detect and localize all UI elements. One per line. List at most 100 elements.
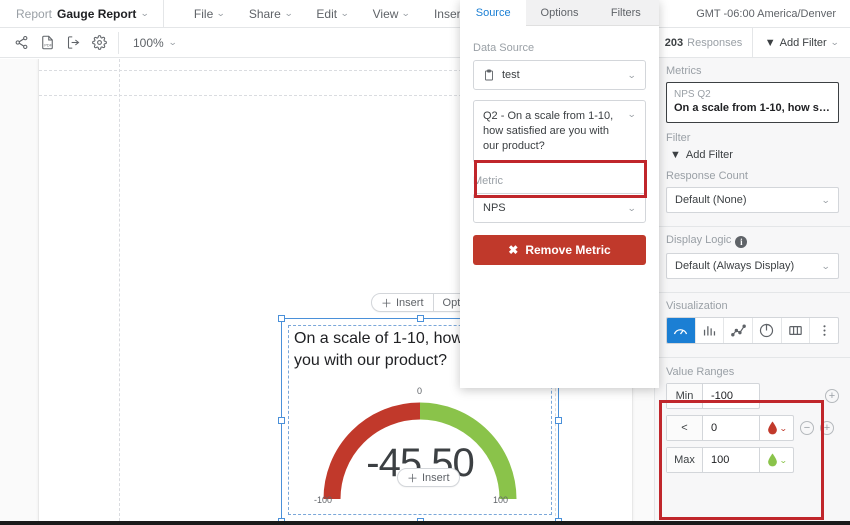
menu-bar-items: File ⌄ Share ⌄ Edit ⌄ View ⌄ Insert ⌄: [164, 0, 488, 28]
insert-button-top[interactable]: ＋ Insert: [372, 294, 433, 311]
metric-select[interactable]: NPS ⌄: [473, 193, 646, 223]
metrics-label: Metrics: [666, 65, 702, 77]
tab-source[interactable]: Source: [460, 0, 527, 26]
add-filter-header-button[interactable]: ▼ Add Filter ⌄: [753, 28, 850, 57]
value-ranges-label: Value Ranges: [666, 366, 735, 378]
data-source-select[interactable]: test ⌄: [473, 60, 646, 90]
bar-chart-icon[interactable]: [696, 318, 725, 343]
resize-handle-middle-left[interactable]: [278, 417, 285, 424]
gear-icon[interactable]: [86, 30, 112, 56]
chevron-down-icon: ⌄: [627, 202, 637, 213]
top-menu-bar: Report Gauge Report ⌄ File ⌄ Share ⌄ Edi…: [0, 0, 850, 28]
display-logic-section: Display Logic i Default (Always Display) …: [655, 227, 850, 281]
sidebar-header-divider: [752, 28, 753, 57]
menu-item-edit[interactable]: Edit ⌄: [304, 0, 360, 28]
value-range-field-max[interactable]: Max 100 ⌄: [666, 447, 794, 473]
remove-metric-button[interactable]: ✖ Remove Metric: [473, 235, 646, 265]
metric-value: NPS: [483, 201, 506, 214]
menu-item-view[interactable]: View ⌄: [361, 0, 422, 28]
value-range-field-min[interactable]: Min -100: [666, 383, 760, 409]
metric-card-subtitle: NPS Q2: [674, 89, 711, 100]
info-icon[interactable]: i: [735, 236, 748, 248]
gauge-chart-icon[interactable]: [667, 318, 696, 343]
line-chart-icon[interactable]: [724, 318, 754, 343]
value-range-value-threshold[interactable]: 0: [711, 422, 718, 434]
sidebar-divider: [655, 357, 850, 358]
tab-filters[interactable]: Filters: [592, 0, 659, 26]
value-range-value-max[interactable]: 100: [711, 454, 730, 466]
chevron-down-icon: ⌄: [627, 69, 637, 80]
color-picker-red[interactable]: ⌄: [759, 416, 793, 440]
guide-line-horizontal: [39, 95, 632, 96]
clipboard-icon: [485, 69, 493, 81]
add-filter-button[interactable]: ▼ Add Filter: [666, 149, 839, 161]
metrics-section: Metrics NPS Q2 On a scale from 1-10, how…: [655, 58, 850, 125]
value-range-key-threshold: <: [667, 416, 703, 440]
widget-content-bounds: [288, 325, 552, 515]
metric-card-title: On a scale from 1-10, how satisfie…: [674, 102, 831, 114]
resize-handle-top-left[interactable]: [278, 315, 285, 322]
source-panel-pointer: [196, 112, 205, 128]
add-range-button[interactable]: +: [825, 389, 839, 403]
add-range-button[interactable]: +: [820, 421, 834, 435]
responses-count: 203: [664, 36, 684, 49]
insert-top-label: Insert: [396, 296, 424, 309]
pdf-icon[interactable]: PDF: [34, 30, 60, 56]
report-title-dropdown[interactable]: Report Gauge Report ⌄: [0, 0, 164, 28]
table-icon[interactable]: [782, 318, 811, 343]
chevron-down-icon: ⌄: [627, 109, 637, 119]
display-logic-select[interactable]: Default (Always Display) ⌄: [666, 253, 839, 279]
value-range-key-max: Max: [667, 448, 703, 472]
menu-item-insert-label: Insert: [433, 6, 464, 21]
value-range-row-threshold: < 0 ⌄ − +: [666, 415, 839, 441]
share-icon[interactable]: [8, 30, 34, 56]
resize-handle-bottom-center[interactable]: [417, 518, 424, 521]
menu-item-share-label: Share: [248, 6, 281, 21]
resize-handle-bottom-right[interactable]: [555, 518, 562, 521]
zoom-level-dropdown[interactable]: 100% ⌄: [125, 36, 184, 50]
value-range-value-min[interactable]: -100: [711, 390, 734, 402]
plus-icon: ＋: [381, 297, 392, 310]
droplet-icon: [767, 421, 777, 435]
more-options-icon[interactable]: [810, 318, 838, 343]
value-ranges-section: Value Ranges Min -100 + < 0 ⌄ − +: [655, 358, 850, 489]
value-range-key-min: Min: [667, 384, 703, 408]
add-filter-header-label: Add Filter: [779, 36, 827, 49]
menu-item-share[interactable]: Share ⌄: [237, 0, 305, 28]
metric-card[interactable]: NPS Q2 On a scale from 1-10, how satisfi…: [666, 82, 839, 123]
color-picker-green[interactable]: ⌄: [759, 448, 793, 472]
value-range-field-threshold[interactable]: < 0 ⌄: [666, 415, 794, 441]
chevron-down-icon: ⌄: [140, 8, 150, 18]
question-select[interactable]: Q2 - On a scale from 1-10, how satisfied…: [473, 100, 646, 163]
response-count-select[interactable]: Default (None) ⌄: [666, 187, 839, 213]
toolbar-divider: [118, 31, 119, 54]
svg-text:PDF: PDF: [44, 43, 52, 47]
data-source-label: Data Source: [473, 42, 535, 54]
plus-icon: ＋: [407, 472, 418, 485]
droplet-icon: [767, 453, 777, 467]
add-filter-label: Add Filter: [685, 149, 733, 161]
report-word: Report: [16, 6, 53, 21]
response-count-value: Default (None): [675, 194, 747, 206]
sidebar-divider: [655, 292, 850, 293]
gauge-band-negative: [323, 402, 421, 500]
chevron-down-icon: ⌄: [778, 455, 788, 465]
remove-range-button[interactable]: −: [800, 421, 814, 435]
menu-item-file[interactable]: File ⌄: [182, 0, 237, 28]
tab-options[interactable]: Options: [526, 0, 593, 26]
remove-metric-label: Remove Metric: [525, 243, 611, 257]
response-count-label: Response Count: [666, 170, 748, 182]
timezone-label: GMT -06:00 America/Denver: [696, 8, 836, 20]
gauge-threshold-label: 0: [417, 386, 423, 396]
metric-label: Metric: [473, 175, 503, 187]
resize-handle-top-center[interactable]: [417, 315, 424, 322]
close-icon: ✖: [508, 243, 519, 257]
insert-button-bottom[interactable]: ＋ Insert: [397, 468, 460, 487]
chevron-down-icon: ⌄: [216, 8, 226, 18]
pie-chart-icon[interactable]: [753, 318, 782, 343]
export-icon[interactable]: [60, 30, 86, 56]
resize-handle-bottom-left[interactable]: [278, 518, 285, 521]
resize-handle-middle-right[interactable]: [555, 417, 562, 424]
visualization-section: Visualization: [655, 293, 850, 346]
chevron-down-icon: ⌄: [167, 37, 178, 47]
